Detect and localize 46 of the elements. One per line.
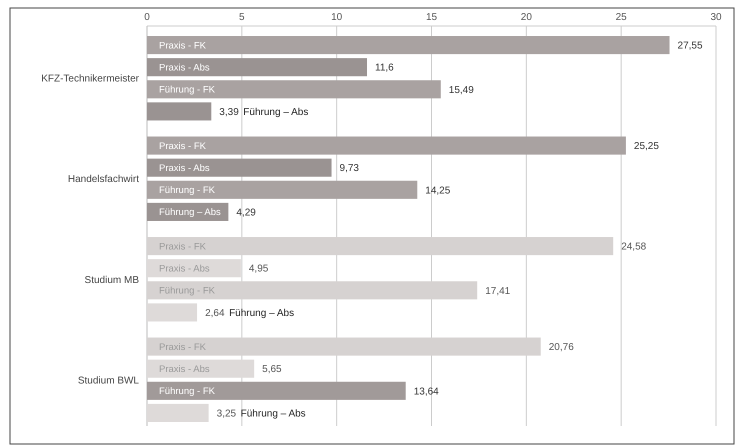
y-tick-label: Studium MB xyxy=(84,274,140,286)
text: Praxis - Abs xyxy=(159,163,210,174)
data-label: 15,49 xyxy=(448,84,474,96)
x-tick-label: 30 xyxy=(710,12,722,23)
x-tick-label: 25 xyxy=(616,12,628,23)
text: Führung – Abs xyxy=(240,408,306,420)
data-label: 11,6 xyxy=(375,62,394,74)
x-tick-label: 10 xyxy=(331,12,343,23)
data-label: 4,95 xyxy=(248,264,269,275)
data-label: 25,25 xyxy=(634,141,660,152)
x-tick-label: 15 xyxy=(426,12,438,23)
data-label: 2,64 xyxy=(205,308,225,319)
data-label: 5,65 xyxy=(262,364,282,376)
data-label: 20,76 xyxy=(548,342,574,354)
text: Führung - FK xyxy=(159,84,215,96)
data-label: 3,39 xyxy=(219,106,240,118)
text: Praxis - Abs xyxy=(159,62,210,74)
x-tick-label: 5 xyxy=(239,12,246,23)
data-label: 17,41 xyxy=(485,286,511,297)
bar xyxy=(147,382,406,400)
y-tick-label: Studium BWL xyxy=(78,375,140,386)
text: Praxis - FK xyxy=(159,342,206,353)
data-label: 13,64 xyxy=(414,386,440,398)
x-tick-label: 20 xyxy=(520,12,532,23)
bar xyxy=(147,80,441,98)
text: Führung – Abs xyxy=(229,308,294,319)
data-label: 14,25 xyxy=(425,185,451,196)
series-label: Führung – Abs xyxy=(159,207,222,218)
series-label: Führung - FK xyxy=(159,185,216,196)
series-label: Praxis - FK xyxy=(159,140,207,152)
data-label: 27,55 xyxy=(678,40,703,52)
data-label: 24,58 xyxy=(621,242,647,253)
text: Praxis - FK xyxy=(159,40,206,52)
data-label: 3,25 xyxy=(216,408,237,420)
x-tick-label: 0 xyxy=(144,12,150,23)
series-label: Praxis - Abs xyxy=(159,364,210,376)
data-label: 9,73 xyxy=(340,163,360,174)
y-tick-label: Handelsfachwirt xyxy=(68,174,140,186)
text: Führung - FK xyxy=(159,286,215,297)
text: Praxis - FK xyxy=(159,241,206,252)
data-label: 4,29 xyxy=(236,207,256,218)
text: Führung - FK xyxy=(159,386,215,398)
bar xyxy=(147,180,418,199)
text: Praxis - Abs xyxy=(159,264,210,275)
y-tick-label: KFZ-Technikermeister xyxy=(41,74,140,85)
text: Führung – Abs xyxy=(243,106,308,118)
